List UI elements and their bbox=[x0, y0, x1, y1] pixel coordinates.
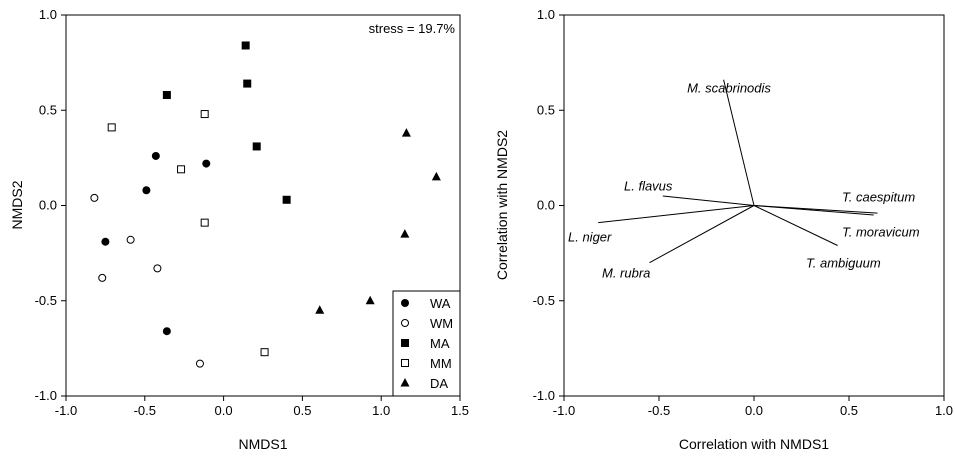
left-x-tick-label: -1.0 bbox=[55, 403, 77, 418]
vector-label-m-scabrinodis: M. scabrinodis bbox=[687, 81, 771, 96]
right-y-tick-label: 1.0 bbox=[537, 7, 555, 22]
point-wm bbox=[98, 273, 107, 282]
species-vectors: M. scabrinodis L. flavus L. niger M. rubra T… bbox=[568, 79, 920, 281]
legend-marker-mm bbox=[401, 359, 409, 367]
correlation-biplot-panel: -1.0 -0.5 0.0 0.5 1.0 -1.0 -0.5 0.0 0.5 1.0 M. sc… bbox=[494, 7, 953, 452]
right-y-tick-label: -1.0 bbox=[533, 388, 555, 403]
right-x-tick-label: 0.5 bbox=[840, 403, 858, 418]
vector-label-t-moravicum: T. moravicum bbox=[842, 225, 920, 240]
x-axis-label: NMDS1 bbox=[238, 436, 287, 452]
left-x-tick-label: 1.0 bbox=[372, 403, 390, 418]
point-mm bbox=[200, 110, 209, 119]
legend-marker-wm bbox=[401, 319, 409, 327]
point-wm bbox=[90, 193, 99, 202]
legend-label-wa: WA bbox=[430, 296, 451, 311]
point-ma bbox=[282, 195, 291, 204]
right-y-tick-label: -0.5 bbox=[533, 293, 555, 308]
point-wa bbox=[142, 186, 151, 195]
right-x-tick-label: 0.0 bbox=[745, 403, 763, 418]
right-x-tick-label: 1.0 bbox=[935, 403, 953, 418]
left-y-tick-label: 0.5 bbox=[39, 102, 57, 117]
vector-label-l-niger: L. niger bbox=[568, 230, 612, 245]
legend-marker-wa bbox=[401, 299, 409, 307]
point-da bbox=[315, 305, 325, 314]
x-axis-label: Correlation with NMDS1 bbox=[679, 436, 829, 452]
point-ma bbox=[162, 91, 171, 100]
vector-t-moravicum bbox=[753, 205, 874, 216]
point-da bbox=[401, 128, 411, 137]
stress-annotation: stress = 19.7% bbox=[369, 21, 456, 36]
left-y-tick-label: 1.0 bbox=[39, 7, 57, 22]
point-mm bbox=[177, 165, 186, 174]
legend-label-wm: WM bbox=[430, 316, 453, 331]
point-wm bbox=[126, 235, 135, 244]
left-x-tick-label: -0.5 bbox=[134, 403, 156, 418]
point-mm bbox=[260, 348, 269, 357]
left-x-tick-label: 0.0 bbox=[215, 403, 233, 418]
left-y-tick-label: -0.5 bbox=[35, 293, 57, 308]
point-ma bbox=[252, 142, 261, 151]
vector-label-t-caespitum: T. caespitum bbox=[842, 190, 915, 205]
scatter-points bbox=[90, 41, 441, 368]
left-x-tick-label: 1.5 bbox=[451, 403, 469, 418]
y-axis-label: Correlation with NMDS2 bbox=[494, 130, 510, 280]
point-wm bbox=[153, 264, 162, 273]
y-axis-label: NMDS2 bbox=[9, 180, 25, 229]
vector-m-scabrinodis bbox=[723, 79, 755, 206]
point-mm bbox=[107, 123, 116, 132]
point-wa bbox=[101, 237, 110, 246]
legend-marker-da bbox=[400, 378, 410, 387]
point-da bbox=[365, 295, 375, 305]
vector-label-m-rubra: M. rubra bbox=[602, 266, 650, 281]
legend-label-da: DA bbox=[430, 376, 448, 391]
right-y-tick-label: 0.0 bbox=[537, 198, 555, 213]
right-y-tick-label: 0.5 bbox=[537, 102, 555, 117]
legend-label-mm: MM bbox=[430, 356, 452, 371]
left-x-tick-label: 0.5 bbox=[293, 403, 311, 418]
legend-marker-ma bbox=[401, 339, 409, 347]
vector-label-t-ambiguum: T. ambiguum bbox=[806, 256, 881, 271]
axis-ticks: -1.0 -0.5 0.0 0.5 1.0 -1.0 -0.5 0.0 0.5 1.0 bbox=[533, 7, 953, 418]
point-wa bbox=[151, 151, 160, 160]
right-x-tick-label: -0.5 bbox=[648, 403, 670, 418]
vector-l-flavus bbox=[662, 195, 755, 206]
vector-l-niger bbox=[598, 205, 755, 224]
legend: WA WM MA MM DA bbox=[392, 290, 461, 397]
axis-ticks: -1.0 -0.5 0.0 0.5 1.0 1.5 -1.0 -0.5 0.0 0.5 1.0 bbox=[35, 7, 469, 418]
right-x-tick-label: -1.0 bbox=[553, 403, 575, 418]
point-ma bbox=[241, 41, 250, 50]
point-wm bbox=[195, 359, 204, 368]
point-ma bbox=[243, 79, 252, 88]
vector-m-rubra bbox=[649, 205, 755, 264]
vector-t-ambiguum bbox=[753, 205, 838, 246]
point-wa bbox=[162, 327, 171, 336]
point-da bbox=[400, 229, 410, 238]
point-wa bbox=[202, 159, 211, 168]
point-mm bbox=[200, 218, 209, 227]
left-y-tick-label: 0.0 bbox=[39, 198, 57, 213]
legend-label-ma: MA bbox=[430, 336, 450, 351]
point-da bbox=[431, 171, 441, 181]
left-y-tick-label: -1.0 bbox=[35, 388, 57, 403]
nmds-ordination-panel: -1.0 -0.5 0.0 0.5 1.0 1.5 -1.0 -0.5 0.0 0.5 1.0 st… bbox=[9, 7, 469, 452]
vector-label-l-flavus: L. flavus bbox=[624, 179, 673, 194]
